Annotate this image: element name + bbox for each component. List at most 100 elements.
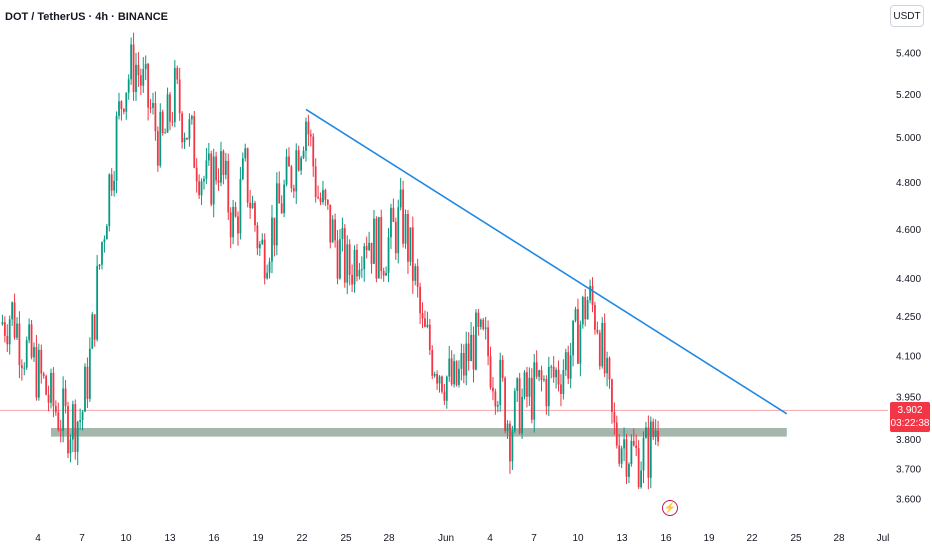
candle (439, 375, 441, 393)
time-tick-label: 28 (833, 533, 845, 544)
candle (332, 215, 334, 243)
candle-body (94, 314, 96, 339)
candle (91, 312, 93, 349)
candle-body (531, 378, 533, 420)
candle-body (504, 378, 506, 431)
candle-body (104, 239, 106, 242)
candle-body (570, 355, 572, 378)
candle-body (545, 379, 547, 406)
candle-body (70, 440, 72, 454)
candle (339, 229, 341, 280)
candle (145, 55, 147, 80)
candle (514, 388, 516, 433)
candle-body (473, 335, 475, 370)
candle-body (329, 205, 331, 243)
price-tick-label: 5.000 (896, 133, 921, 144)
candle-body (431, 350, 433, 376)
candle-body (451, 359, 453, 385)
candle (65, 380, 67, 413)
candle-body (601, 323, 603, 366)
candle (356, 244, 358, 281)
candle (84, 363, 86, 412)
candle-body (558, 370, 560, 385)
candle (572, 320, 574, 366)
price-axis[interactable]: 5.400 5.200 5.000 4.800 4.600 4.400 4.250 4.100… (896, 49, 921, 506)
current-price-badge: 3.902 03:22:38 (890, 402, 930, 432)
candle (373, 210, 375, 264)
support-zone[interactable] (51, 428, 787, 437)
candle (312, 133, 314, 177)
candle (230, 207, 232, 248)
candle-body (16, 324, 18, 338)
price-tick-label: 3.800 (896, 435, 921, 446)
candle-body (60, 430, 62, 431)
candle (541, 366, 543, 392)
candle (400, 178, 402, 211)
candle (36, 335, 38, 401)
candle-body (596, 330, 598, 333)
lightning-icon[interactable]: ⚡ (662, 500, 678, 516)
candle (167, 88, 169, 133)
time-axis[interactable]: 4 7 10 13 16 19 22 25 28 Jun 4 7 10 13 16 19 22 25 28 Jul (35, 533, 889, 544)
candle-body (499, 360, 501, 405)
candle (643, 431, 645, 483)
candle (409, 227, 411, 265)
candle-body (14, 302, 16, 337)
candle-body (443, 392, 445, 401)
candle (232, 200, 234, 244)
candle-body (628, 464, 630, 477)
candle (174, 60, 176, 127)
currency-button[interactable]: USDT (890, 5, 924, 27)
candle (237, 211, 239, 245)
candle-body (550, 367, 552, 368)
candle (606, 352, 608, 387)
time-tick-label: 10 (572, 533, 584, 544)
candle-body (553, 367, 555, 378)
candle-body (130, 44, 132, 79)
candle (490, 347, 492, 390)
candle-body (366, 246, 368, 250)
candle (434, 372, 436, 378)
candle-body (358, 270, 360, 277)
candle-body (79, 420, 81, 422)
candle-body (19, 324, 21, 366)
candle-body (36, 347, 38, 397)
time-tick-label: 16 (208, 533, 220, 544)
candle-body (361, 269, 363, 270)
candle (45, 375, 47, 396)
candle-body (356, 250, 358, 277)
candle (176, 66, 178, 85)
candle (473, 327, 475, 383)
candle-body (242, 158, 244, 179)
candle (147, 63, 149, 121)
candle-body (96, 266, 98, 339)
candle-body (502, 360, 504, 378)
candle (548, 357, 550, 416)
candle-body (346, 244, 348, 282)
candle-body (368, 243, 370, 250)
candle-body (198, 181, 200, 195)
candle (43, 372, 45, 379)
candle-body (470, 335, 472, 361)
candle-body (536, 362, 538, 376)
candle-body (592, 286, 594, 305)
candle-body (582, 297, 584, 324)
candle-body (422, 313, 424, 318)
candle (286, 149, 288, 187)
candle (315, 158, 317, 202)
candle (94, 314, 96, 347)
candle-body (67, 406, 69, 453)
candle (366, 237, 368, 259)
candle-body (417, 266, 419, 287)
candle (499, 353, 501, 412)
candle (618, 434, 620, 466)
price-tick-label: 4.800 (896, 178, 921, 189)
candle (128, 74, 130, 99)
candle-body (485, 327, 487, 328)
candle-body (322, 190, 324, 202)
candle-body (344, 228, 346, 283)
candle-body (235, 207, 237, 217)
candle-body (201, 181, 203, 195)
candle (555, 367, 557, 388)
